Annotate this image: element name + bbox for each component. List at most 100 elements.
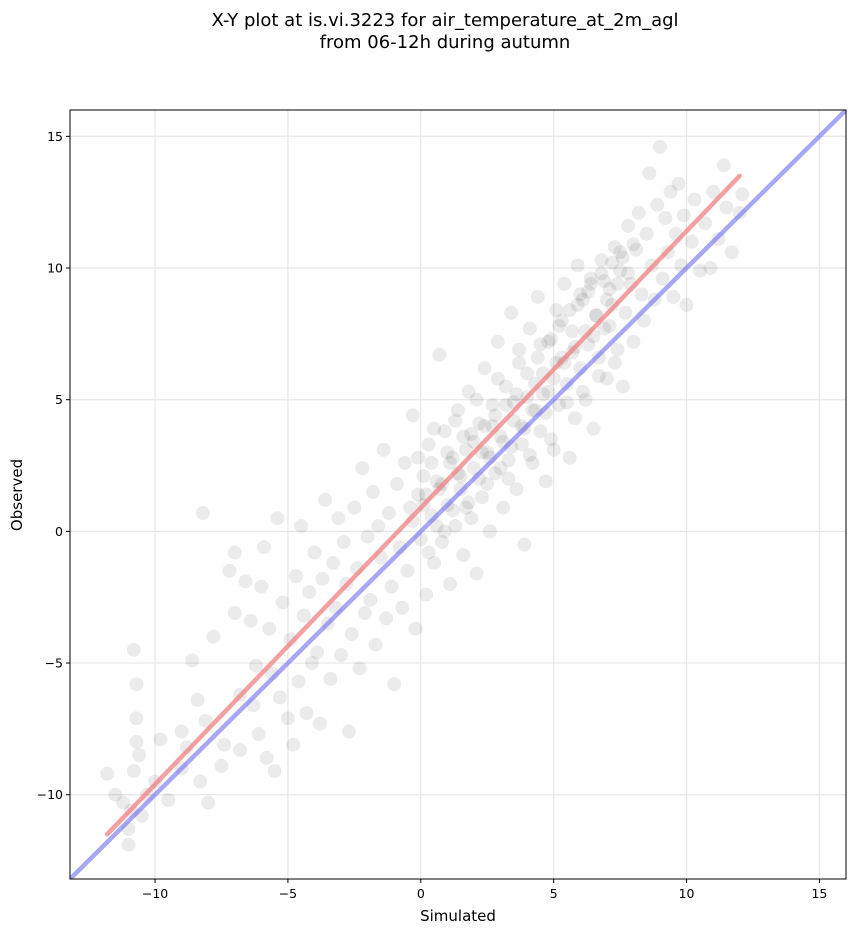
data-point [642, 166, 657, 181]
data-point [533, 337, 548, 352]
data-point [607, 239, 622, 254]
data-point [379, 611, 394, 626]
data-point [517, 537, 532, 552]
x-tick-label: −5 [279, 886, 297, 901]
data-point [347, 500, 362, 515]
data-point [427, 555, 442, 570]
data-point [456, 548, 471, 563]
data-point [650, 197, 665, 212]
data-point [501, 471, 516, 486]
data-point [613, 245, 628, 260]
data-point [323, 671, 338, 686]
data-point [496, 500, 511, 515]
data-point [480, 476, 495, 491]
data-point [360, 529, 375, 544]
data-point [318, 492, 333, 507]
data-point [304, 656, 319, 671]
chart-title-line1: X-Y plot at is.vi.3223 for air_temperatu… [211, 10, 678, 31]
y-tick-label: −5 [45, 656, 63, 671]
data-point [538, 474, 553, 489]
data-point [437, 524, 452, 539]
data-point [637, 313, 652, 328]
data-point [615, 379, 630, 394]
data-point [613, 263, 628, 278]
regression-line [104, 173, 742, 837]
data-point [174, 724, 189, 739]
data-point [626, 237, 641, 252]
data-point [461, 495, 476, 510]
data-point [288, 569, 303, 584]
data-point [469, 392, 484, 407]
data-point [477, 361, 492, 376]
data-point [692, 263, 707, 278]
data-point [363, 592, 378, 607]
data-point [408, 621, 423, 636]
data-point [368, 637, 383, 652]
data-point [397, 455, 412, 470]
data-point [443, 577, 458, 592]
data-point [509, 482, 524, 497]
y-tick-label: 5 [55, 392, 63, 407]
data-point [621, 218, 636, 233]
data-point [544, 432, 559, 447]
data-point [591, 368, 606, 383]
data-point [448, 413, 463, 428]
scatter-points [100, 139, 750, 852]
data-point [514, 437, 529, 452]
plot-frame [69, 109, 847, 880]
data-point [307, 545, 322, 560]
data-point [658, 210, 673, 225]
data-point [381, 505, 396, 520]
x-tick-label: 10 [679, 886, 695, 901]
data-point [551, 318, 566, 333]
data-point [698, 216, 713, 231]
y-axis-label: Observed [8, 459, 26, 531]
data-point [193, 774, 208, 789]
data-point [629, 242, 644, 257]
x-axis-ticks: −10 −5 0 5 10 15 [142, 879, 827, 901]
data-point [357, 606, 372, 621]
data-point [679, 297, 694, 312]
data-point [575, 384, 590, 399]
data-point [597, 274, 612, 289]
data-point [435, 534, 450, 549]
data-point [331, 511, 346, 526]
data-point [238, 574, 253, 589]
data-point [610, 342, 625, 357]
data-point [222, 563, 237, 578]
data-point [310, 645, 325, 660]
data-point [448, 519, 463, 534]
data-point [153, 732, 168, 747]
data-point [464, 511, 479, 526]
data-point [400, 563, 415, 578]
fit-lines [70, 110, 846, 879]
data-point [365, 484, 380, 499]
data-point [267, 764, 282, 779]
data-point [559, 395, 574, 410]
data-point [655, 271, 670, 286]
data-point [466, 434, 481, 449]
data-point [461, 384, 476, 399]
data-point [129, 735, 144, 750]
data-point [530, 350, 545, 365]
data-point [666, 289, 681, 304]
data-point [129, 677, 144, 692]
data-point [421, 437, 436, 452]
data-point [504, 305, 519, 320]
data-point [411, 487, 426, 502]
data-point [466, 461, 481, 476]
x-axis-label: Simulated [420, 907, 496, 925]
data-point [570, 297, 585, 312]
data-point [198, 713, 213, 728]
data-point [445, 450, 460, 465]
data-point [565, 324, 580, 339]
data-point [126, 764, 141, 779]
y-tick-label: 0 [55, 524, 63, 539]
data-point [443, 455, 458, 470]
data-point [121, 837, 136, 852]
data-point [562, 303, 577, 318]
data-point [639, 226, 654, 241]
data-point [490, 334, 505, 349]
data-point [578, 392, 593, 407]
data-point [451, 403, 465, 418]
